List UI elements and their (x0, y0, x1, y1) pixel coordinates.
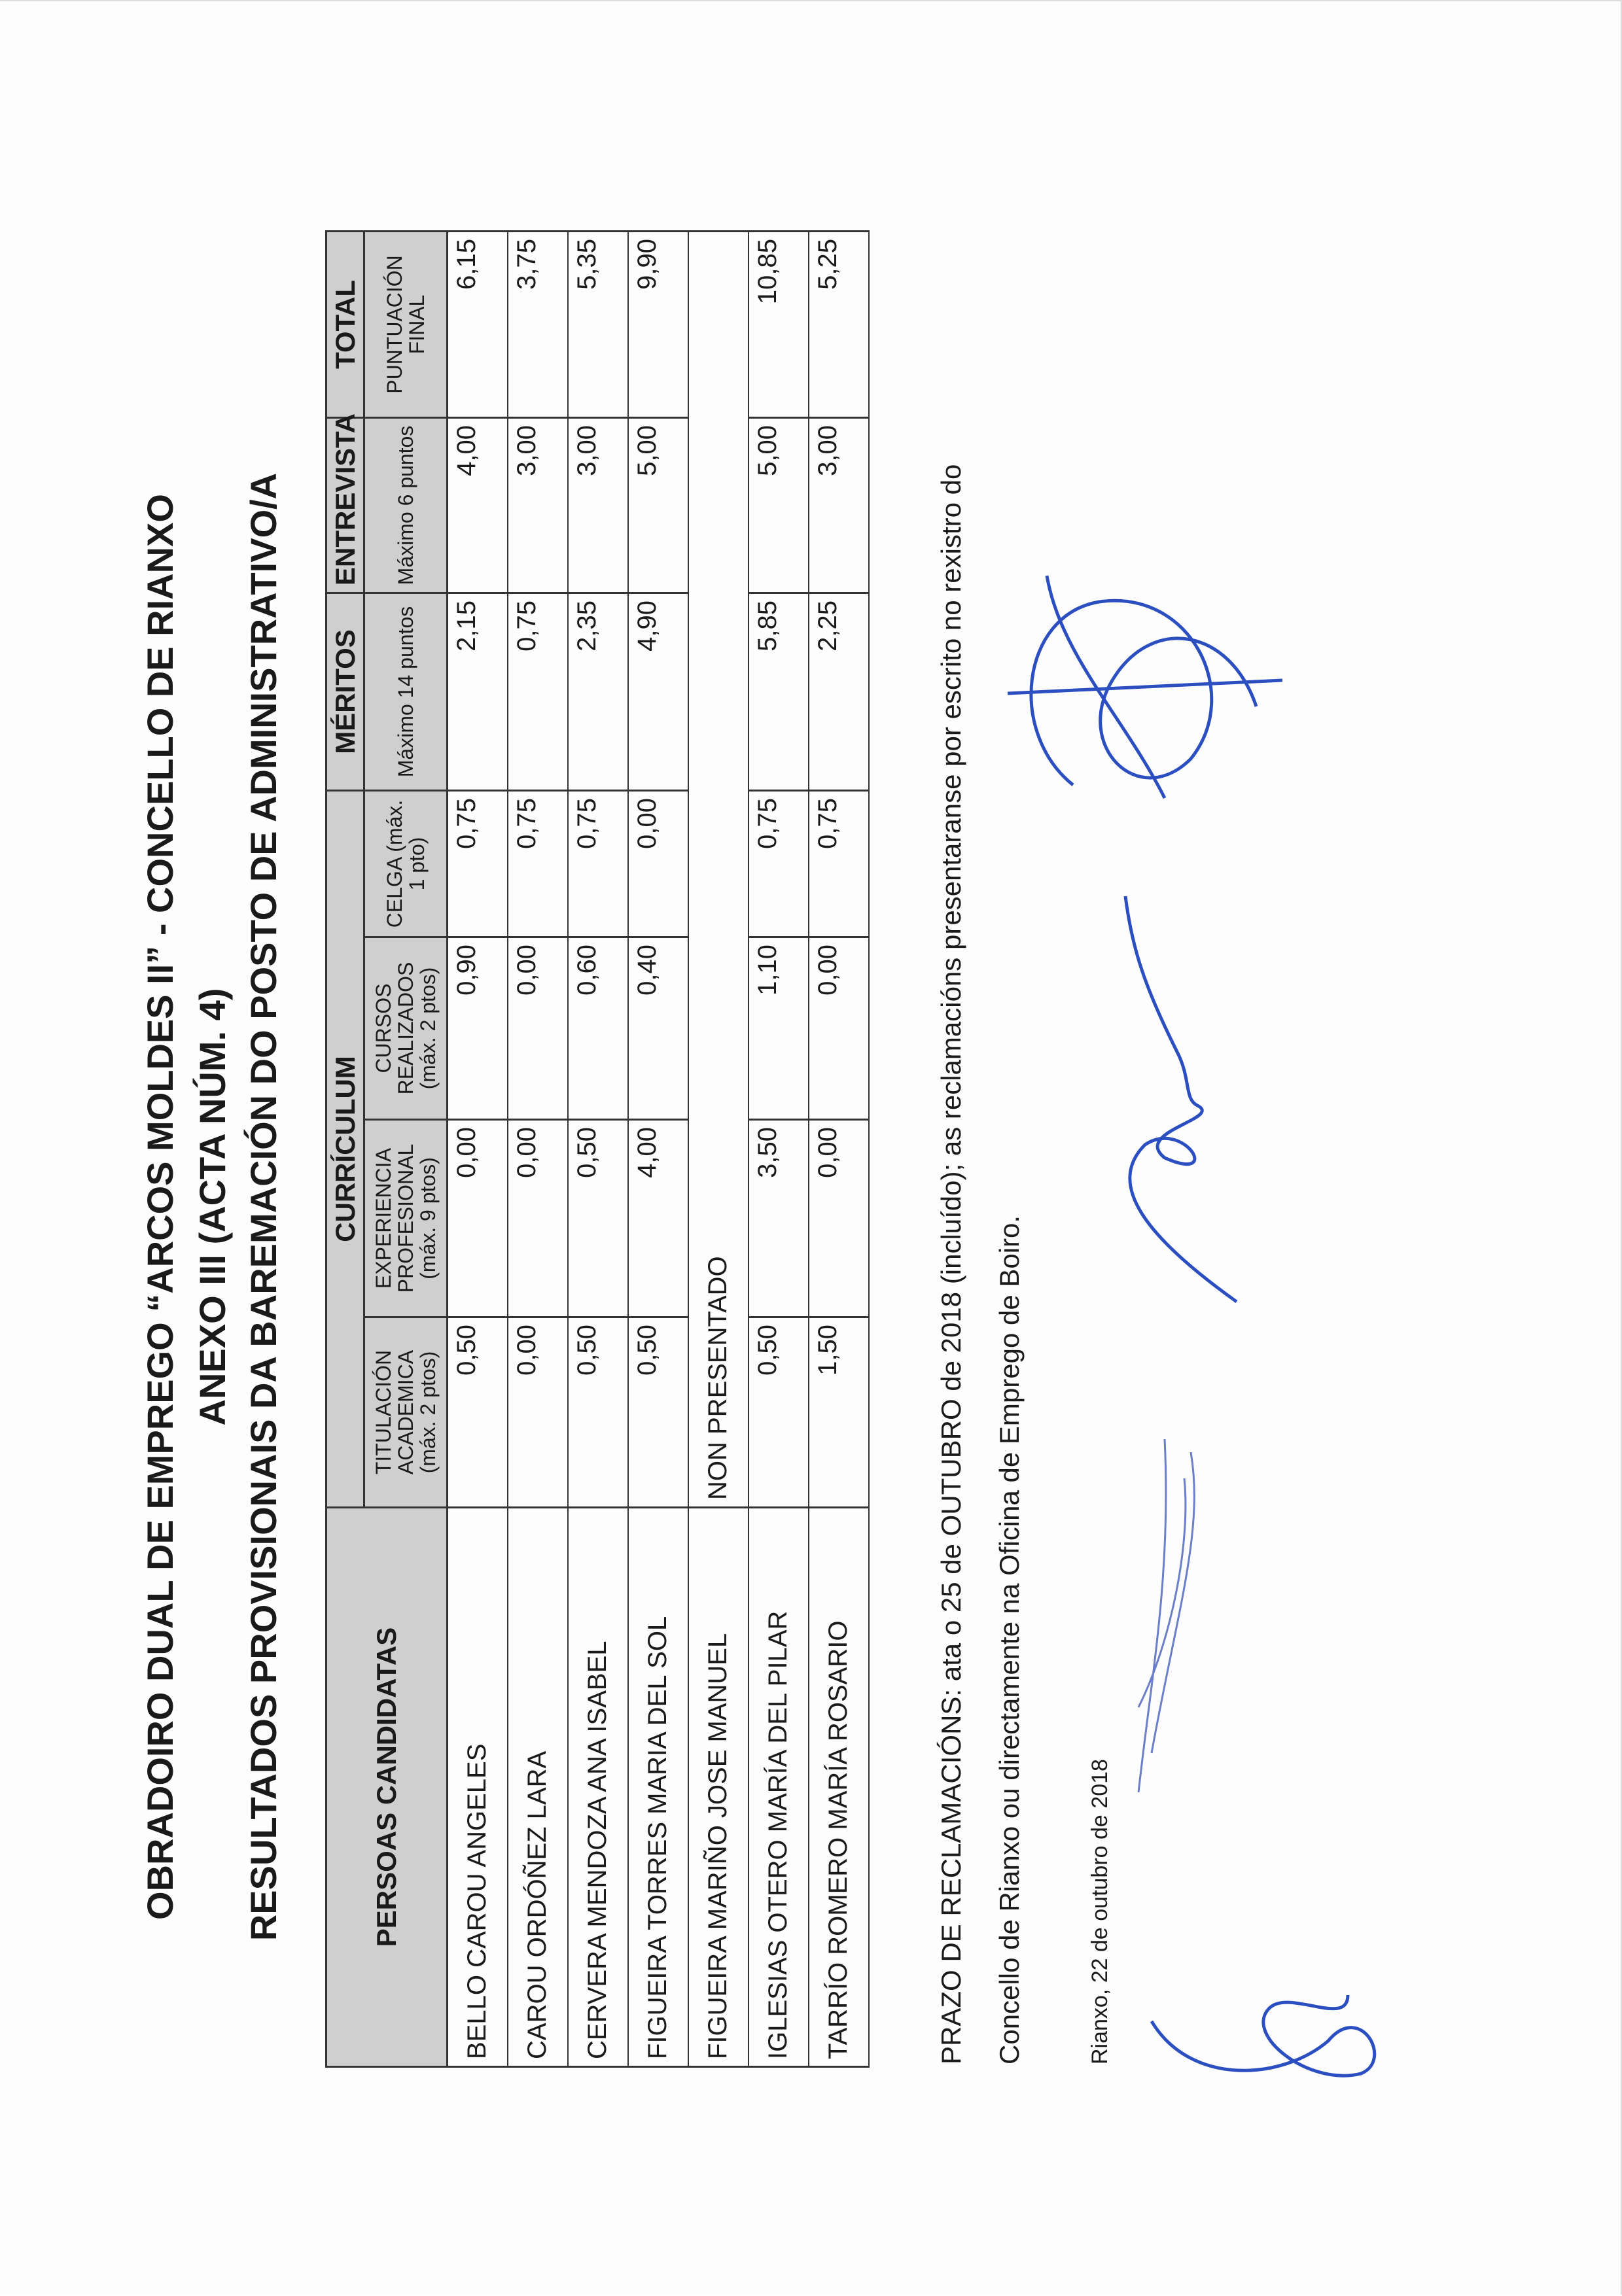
header-experiencia: EXPERIENCIA PROFESIONAL (máx. 9 ptos) (364, 1119, 448, 1317)
table-row: CERVERA MENDOZA ANA ISABEL 0,50 0,50 0,60 0,… (567, 231, 628, 2067)
results-title: RESULTADOS PROVISIONAIS DA BAREMACIÓN DO… (243, 472, 284, 1941)
claims-location-text: Concello de Rianxo ou directamente na Of… (994, 1215, 1025, 2064)
header-titulacion: TITULACIÓN ACADEMICA (máx. 2 ptos) (364, 1317, 448, 1508)
score-titulacion: 0,50 (567, 1317, 628, 1508)
score-titulacion: 1,50 (808, 1317, 869, 1508)
score-cursos: 0,40 (627, 937, 688, 1120)
table-row: FIGUEIRA MARIÑO JOSE MANUEL NON PRESENTAD… (688, 231, 749, 2067)
score-celga: 0,75 (567, 790, 628, 937)
score-entrevista: 5,00 (748, 417, 809, 593)
score-celga: 0,75 (507, 790, 568, 937)
score-meritos: 2,15 (447, 593, 508, 791)
header-total: TOTAL (326, 231, 364, 418)
score-cursos: 1,10 (748, 937, 809, 1120)
claims-deadline-text: PRAZO DE RECLAMACIÓNS: ata o 25 de OUTUB… (936, 464, 966, 2064)
table-row: FIGUEIRA TORRES MARIA DEL SOL 0,50 4,00 0,4… (627, 231, 688, 2067)
score-entrevista: 3,00 (808, 417, 869, 593)
score-entrevista: 3,00 (507, 417, 568, 593)
score-total: 3,75 (507, 231, 568, 418)
score-total: 6,15 (447, 231, 508, 418)
score-entrevista: 3,00 (567, 417, 628, 593)
signature-2 (1137, 1438, 1195, 1793)
results-table: PERSOAS CANDIDATAS CURRÍCULUM MÉRITOS EN… (325, 230, 870, 2068)
score-experiencia: 0,50 (567, 1119, 628, 1317)
score-celga: 0,75 (808, 790, 869, 937)
score-meritos: 4,90 (627, 593, 688, 791)
score-experiencia: 3,50 (748, 1119, 809, 1317)
document-title: OBRADOIRO DUAL DE EMPREGO “ARCOS MOLDES … (139, 494, 181, 1920)
score-total: 9,90 (627, 231, 688, 418)
candidate-name: CAROU ORDÓÑEZ LARA (507, 1507, 568, 2067)
score-total: 10,85 (748, 231, 809, 418)
candidate-name: FIGUEIRA MARIÑO JOSE MANUEL (688, 1507, 749, 2067)
header-entrevista: ENTREVISTA (326, 413, 364, 593)
score-meritos: 2,25 (808, 593, 869, 791)
score-experiencia: 0,00 (808, 1119, 869, 1317)
score-meritos: 0,75 (507, 593, 568, 791)
table-row: IGLESIAS OTERO MARÍA DEL PILAR 0,50 3,50 1,… (748, 231, 809, 2067)
score-entrevista: 4,00 (447, 417, 508, 593)
header-celga: CELGA (máx. 1 pto) (364, 790, 448, 937)
candidate-name: CERVERA MENDOZA ANA ISABEL (567, 1507, 628, 2067)
header-cursos: CURSOS REALIZADOS (máx. 2 ptos) (364, 937, 448, 1120)
score-total: 5,25 (808, 231, 869, 418)
score-entrevista: 5,00 (627, 417, 688, 593)
candidate-name: IGLESIAS OTERO MARÍA DEL PILAR (748, 1507, 809, 2067)
table-row: BELLO CAROU ANGELES 0,50 0,00 0,90 0,75 2,15 4… (447, 231, 508, 2067)
score-titulacion: 0,50 (748, 1317, 809, 1508)
score-experiencia: 0,00 (447, 1119, 508, 1317)
signature-4 (1007, 575, 1283, 799)
candidate-name: BELLO CAROU ANGELES (447, 1507, 508, 2067)
score-celga: 0,00 (627, 790, 688, 937)
signature-1 (1150, 1994, 1377, 2078)
candidate-name: TARRÍO ROMERO MARÍA ROSARIO (808, 1507, 869, 2067)
score-celga: 0,75 (447, 790, 508, 937)
table-row: TARRÍO ROMERO MARÍA ROSARIO 1,50 0,00 0,00 0… (808, 231, 869, 2067)
score-experiencia: 4,00 (627, 1119, 688, 1317)
candidate-name: FIGUEIRA TORRES MARIA DEL SOL (627, 1507, 688, 2067)
signature-3 (1123, 896, 1238, 1304)
score-cursos: 0,00 (808, 937, 869, 1120)
annex-title: ANEXO III (ACTA NÚM. 4) (192, 988, 233, 1426)
score-meritos: 5,85 (748, 593, 809, 791)
score-titulacion: 0,50 (627, 1317, 688, 1508)
status-cell: NON PRESENTADO (688, 231, 749, 1508)
score-cursos: 0,60 (567, 937, 628, 1120)
score-cursos: 0,00 (507, 937, 568, 1120)
header-puntuacion: PUNTUACIÓN FINAL (364, 231, 448, 418)
score-meritos: 2,35 (567, 593, 628, 791)
score-experiencia: 0,00 (507, 1119, 568, 1317)
score-celga: 0,75 (748, 790, 809, 937)
score-titulacion: 0,50 (447, 1317, 508, 1508)
header-curriculum: CURRÍCULUM (326, 790, 364, 1508)
score-titulacion: 0,00 (507, 1317, 568, 1508)
header-meritos: MÉRITOS (326, 593, 364, 791)
score-total: 5,35 (567, 231, 628, 418)
header-candidates: PERSOAS CANDIDATAS (326, 1507, 448, 2067)
header-entrevista-max: Máximo 6 puntos (364, 417, 448, 593)
score-cursos: 0,90 (447, 937, 508, 1120)
table-row: CAROU ORDÓÑEZ LARA 0,00 0,00 0,00 0,75 0,75 3,… (507, 231, 568, 2067)
header-meritos-max: Máximo 14 puntos (364, 593, 448, 791)
